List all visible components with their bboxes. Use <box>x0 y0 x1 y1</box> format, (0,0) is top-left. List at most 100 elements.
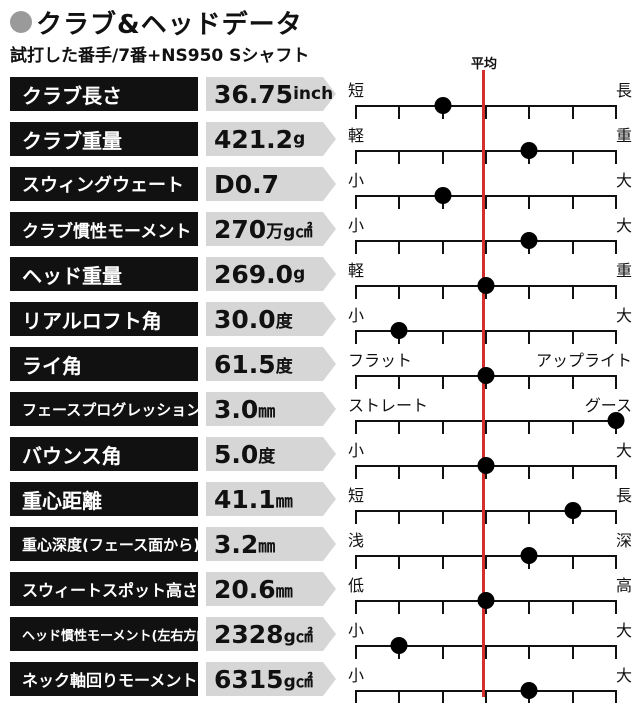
scale-tick <box>355 375 357 389</box>
row-value: 61.5 度 <box>206 347 336 381</box>
scale-tick <box>398 105 401 119</box>
data-row: ヘッド重量 269.0 g 軽重 <box>0 257 640 301</box>
rating-marker <box>477 277 495 294</box>
scale-right-label: 大 <box>615 171 632 190</box>
data-row: クラブ長さ 36.75 inch 短長 <box>0 77 640 121</box>
scale-tick <box>441 285 444 299</box>
scale-tick <box>571 150 574 164</box>
scale-tick <box>441 150 444 164</box>
scale-tick <box>441 690 444 703</box>
scale-tick <box>398 555 401 569</box>
scale-tick <box>355 105 357 119</box>
title-text: クラブ&ヘッドデータ <box>36 9 303 40</box>
scale-tick <box>355 285 357 299</box>
rating-marker <box>607 412 625 429</box>
bullet-dot-icon <box>10 11 32 33</box>
scale-tick <box>485 195 487 209</box>
scale-tick <box>355 195 357 209</box>
scale-tick <box>615 645 617 659</box>
scale-tick <box>398 285 401 299</box>
rating-marker <box>520 232 538 249</box>
scale-tick <box>398 600 401 614</box>
scale-tick <box>485 510 487 524</box>
scale-tick <box>615 600 617 614</box>
scale-tick <box>528 645 531 659</box>
value-unit: 度 <box>258 446 276 467</box>
subtitle: 試打した番手/7番+NS950 Sシャフト <box>10 46 310 66</box>
scale-tick <box>398 240 401 254</box>
row-label: 重心深度(フェース面から) <box>10 527 198 561</box>
row-value: 6315 g㎠ <box>206 662 336 696</box>
value-unit: g㎠ <box>283 626 313 647</box>
row-value: 30.0 度 <box>206 302 336 336</box>
scale-left-label: 短 <box>348 486 365 505</box>
value-unit: inch <box>293 84 334 104</box>
value-number: D0.7 <box>214 169 280 199</box>
scale-tick <box>528 285 531 299</box>
scale-tick <box>615 555 617 569</box>
scale-tick <box>398 510 401 524</box>
scale-right-label: グース <box>584 396 632 415</box>
scale-tick <box>441 555 444 569</box>
value-number: 3.2 <box>214 529 259 559</box>
row-value: 20.6 ㎜ <box>206 572 336 606</box>
scale-tick <box>398 465 401 479</box>
scale-tick <box>528 600 531 614</box>
scale-tick <box>398 420 401 434</box>
rating-marker <box>434 187 452 204</box>
rating-marker <box>434 97 452 114</box>
scale-right-label: 重 <box>615 261 632 280</box>
scale-tick <box>355 420 357 434</box>
scale-tick <box>485 690 487 703</box>
rating-marker <box>477 457 495 474</box>
value-number: 41.1 <box>214 484 276 514</box>
scale-tick <box>485 330 487 344</box>
rating-marker <box>564 502 582 519</box>
scale-left-label: 小 <box>348 306 365 325</box>
row-label: スウィングウェート <box>10 167 198 201</box>
scale-tick <box>398 690 401 703</box>
scale-tick <box>615 240 617 254</box>
scale-tick <box>398 150 401 164</box>
scale-left-label: 小 <box>348 216 365 235</box>
scale-tick <box>571 105 574 119</box>
scale-tick <box>441 600 444 614</box>
row-value: 41.1 ㎜ <box>206 482 336 516</box>
scale-left-label: 浅 <box>348 531 365 550</box>
scale-right-label: 大 <box>615 441 632 460</box>
value-unit: ㎜ <box>275 491 293 512</box>
scale-tick <box>615 285 617 299</box>
value-unit: g <box>293 264 306 284</box>
row-label: リアルロフト角 <box>10 302 198 336</box>
scale-tick <box>398 375 401 389</box>
row-label: ヘッド重量 <box>10 257 198 291</box>
rating-marker <box>520 547 538 564</box>
row-value: 421.2 g <box>206 122 336 156</box>
scale-right-label: 大 <box>615 306 632 325</box>
scale-left-label: 小 <box>348 441 365 460</box>
scale-tick <box>571 285 574 299</box>
scale-right-label: アップライト <box>535 351 632 370</box>
scale-tick <box>571 240 574 254</box>
row-label: ライ角 <box>10 347 198 381</box>
scale-tick <box>441 645 444 659</box>
row-label: ヘッド慣性モーメント(左右方向) <box>10 617 198 651</box>
value-unit: ㎜ <box>275 581 293 602</box>
scale-tick <box>615 195 617 209</box>
row-value: 36.75 inch <box>206 77 336 111</box>
scale-tick <box>528 420 531 434</box>
scale-tick <box>355 465 357 479</box>
scale-right-label: 重 <box>615 126 632 145</box>
scale-tick <box>441 510 444 524</box>
scale-right-label: 大 <box>615 621 632 640</box>
scale-left-label: フラット <box>348 351 413 370</box>
value-number: 20.6 <box>214 574 276 604</box>
rating-marker <box>477 592 495 609</box>
row-value: 5.0 度 <box>206 437 336 471</box>
scale-tick <box>615 150 617 164</box>
row-label: クラブ重量 <box>10 122 198 156</box>
